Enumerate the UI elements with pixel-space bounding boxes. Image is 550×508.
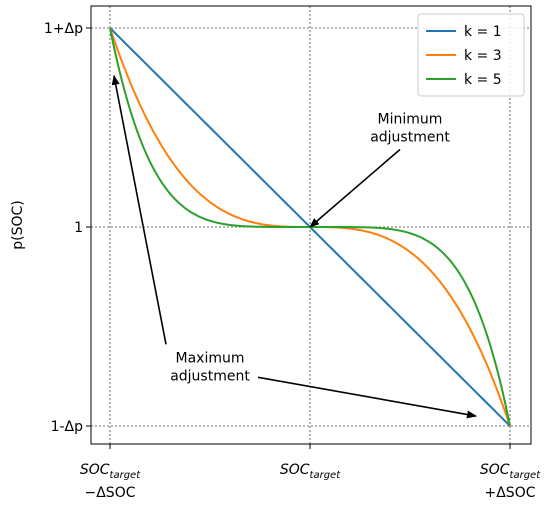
- legend: k = 1 k = 3 k = 5: [417, 13, 525, 97]
- annotation-arrow: [257, 376, 477, 419]
- annotation-text: Maximum: [176, 350, 245, 366]
- y-tick-label: 1: [74, 220, 83, 236]
- x-tick-label-line2: −ΔSOC: [85, 485, 136, 501]
- x-tick-label: SOCtarget: [80, 462, 141, 481]
- plot-frame: [90, 5, 532, 445]
- y-axis-ticks: 1+Δp 1 1-Δp: [44, 21, 91, 435]
- legend-label: k = 5: [464, 72, 502, 88]
- x-tick-label-line2: +ΔSOC: [485, 485, 536, 501]
- annotation-text: adjustment: [170, 368, 250, 384]
- y-tick-label: 1-Δp: [51, 419, 84, 435]
- x-tick-label: SOCtarget: [280, 462, 341, 481]
- legend-label: k = 1: [464, 24, 502, 40]
- annotation-arrow: [309, 148, 401, 228]
- x-tick-label: SOCtarget: [480, 462, 541, 481]
- annotation-text: Minimum: [378, 112, 443, 128]
- x-axis-ticks: SOCtarget −ΔSOC SOCtarget SOCtarget +ΔSOC: [80, 444, 541, 501]
- y-tick-label: 1+Δp: [44, 21, 83, 37]
- legend-label: k = 3: [464, 48, 502, 64]
- annotation-text: adjustment: [370, 130, 450, 146]
- annotation-arrow: [111, 74, 167, 345]
- y-axis-label: p(SOC): [10, 200, 26, 250]
- annotations: Minimum adjustment Maximum adjustment: [111, 74, 477, 419]
- legend-box: [417, 13, 525, 97]
